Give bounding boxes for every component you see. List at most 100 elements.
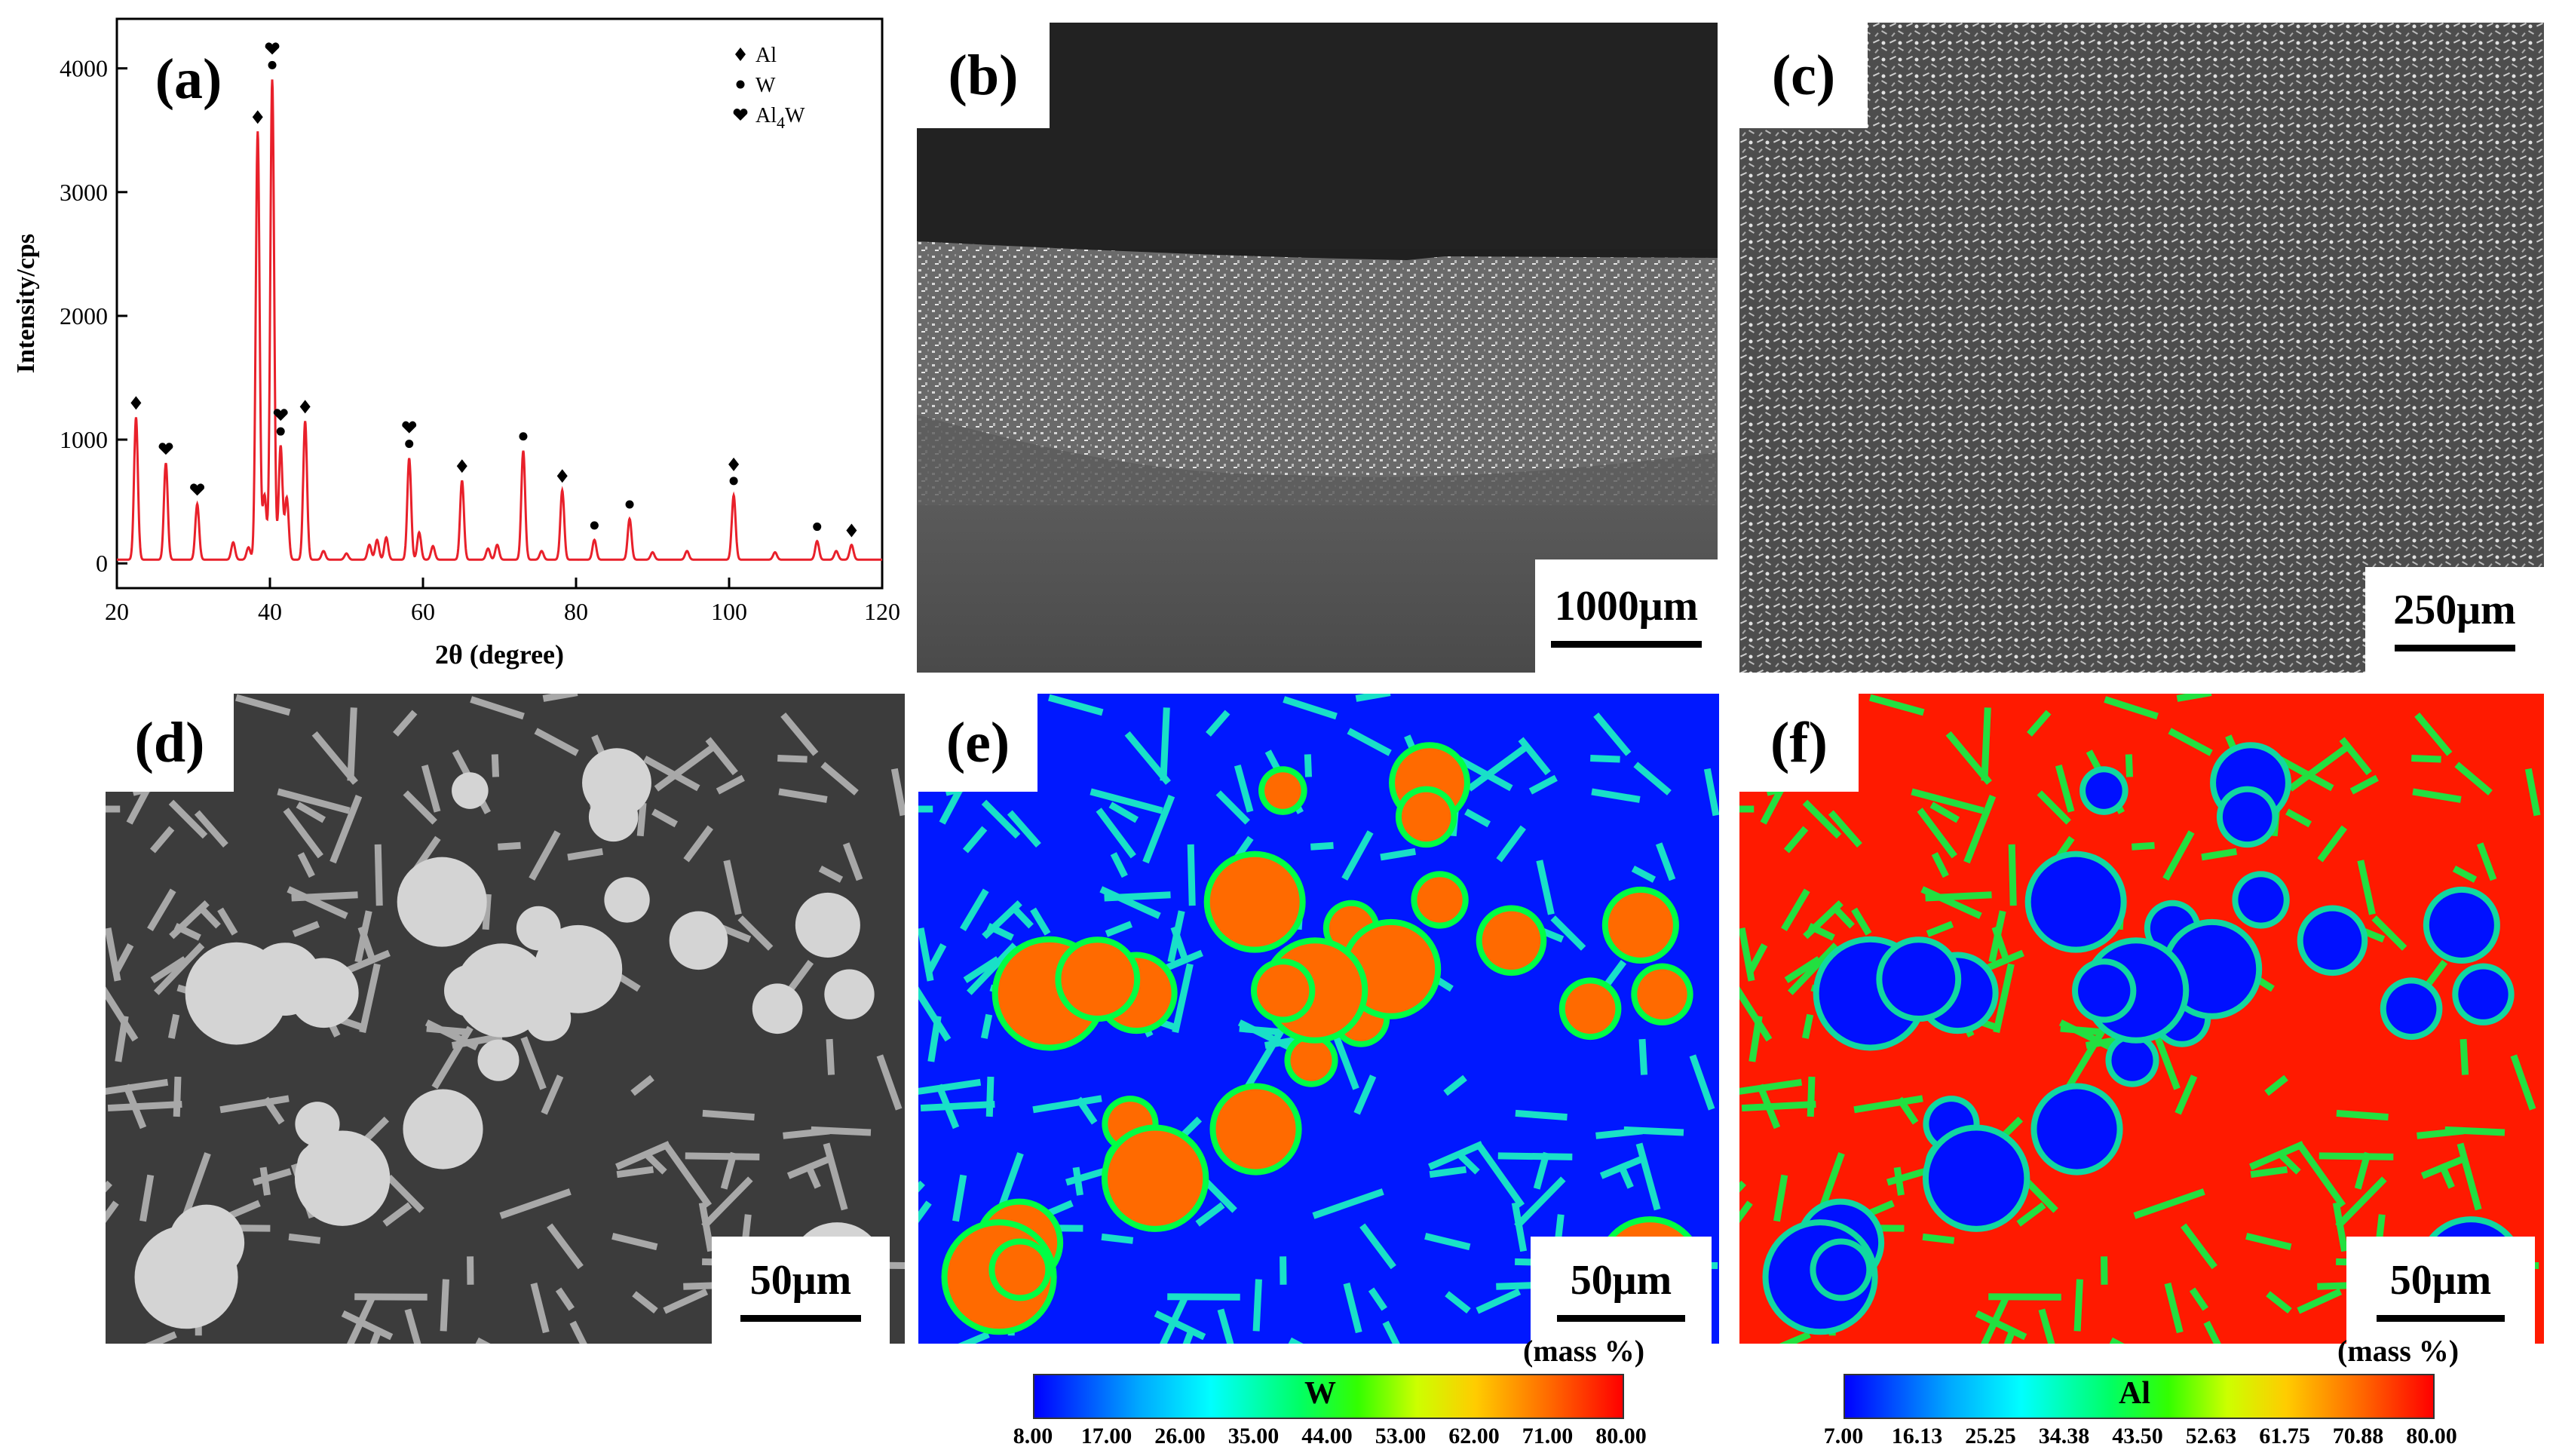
needle-phase [1784,956,1822,983]
needle-phase [311,731,358,785]
needle-phase [1347,728,1392,756]
needle-phase [1167,1293,1240,1301]
needle-phase [960,888,989,931]
needle-phase [1896,1096,1919,1125]
sem-medium-magnification-image: (c) 250μm [1739,23,2544,673]
needle-phase [985,1076,995,1117]
needle-phase [1341,830,1374,881]
needle-phase [1110,852,1128,878]
diamond-marker-icon [299,400,311,414]
w-map-graphic [918,694,1719,1344]
needle-phase [1631,865,1657,883]
needle-phase [2248,1141,2305,1170]
needle-phase [1831,905,1855,929]
scale-bar-label: 50μm [749,1256,852,1304]
y-tick-label: 3000 [60,179,108,206]
needle-phase [1154,1310,1206,1341]
x-tick-label: 40 [258,598,282,625]
needle-phase [614,1141,671,1170]
needle-phase [131,1331,177,1344]
x-tick-label: 120 [864,598,900,625]
heart-marker-icon [733,109,748,121]
needle-phase [139,1174,155,1222]
diamond-marker-icon [456,459,467,474]
panel-label-a: (a) [155,47,222,111]
colorbar-tick: 80.00 [2406,1424,2457,1448]
needle-phase [842,842,863,881]
needle-phase [1195,1202,1225,1227]
w-particle [2030,857,2121,947]
needle-phase [106,805,121,813]
needle-phase [1963,795,1997,864]
needle-phase [2181,1223,2217,1270]
needle-phase [149,826,175,854]
dot-marker-icon [625,500,634,509]
needle-phase [2027,710,2052,737]
colorbar-tick: 80.00 [1595,1424,1647,1448]
needle-phase [876,1054,903,1111]
diamond-marker-icon [728,457,740,471]
scale-bar-label: 250μm [2393,586,2516,633]
needle-phase [1252,1279,1262,1332]
needle-phase [1550,915,1586,951]
needle-phase [1476,1144,1525,1208]
needle-phase [616,1166,654,1179]
needle-phase [1206,710,1231,737]
w-particle [294,1130,391,1226]
needle-phase [106,1200,119,1242]
needle-phase [1072,1166,1083,1196]
diamond-marker-icon [130,396,142,410]
needle-phase [1443,1074,1467,1096]
needle-phase [1105,921,1133,937]
needle-phase [1638,1038,1648,1075]
needle-phase [1623,1126,1684,1136]
needle-phase [150,956,188,983]
needle-phase [720,1151,737,1190]
w-particle [1107,1130,1203,1226]
colorbar-tick: 71.00 [1522,1424,1574,1448]
needle-phase [1988,910,2006,963]
needle-phase [235,694,291,716]
needle-phase [611,1233,658,1251]
needle-phase [499,1188,572,1219]
sem-cross-section-graphic [917,23,1718,673]
dot-marker-icon [729,477,738,486]
needle-phase [2037,790,2071,825]
needle-phase [1922,1233,1955,1244]
needle-phase [2245,1233,2292,1251]
colorbar-al [1843,1374,2435,1419]
colorbar-w-title: W [1304,1376,1336,1411]
colorbar-tick: 61.75 [2259,1424,2310,1448]
needle-phase [1427,1141,1484,1170]
x-tick-label: 100 [711,598,747,625]
dot-marker-icon [519,432,528,441]
legend-label: Al4W [755,104,805,132]
colorbar-tick: 53.00 [1375,1424,1427,1448]
w-particle [2222,792,2273,842]
colorbar-w-ticks: 8.00 17.00 26.00 35.00 44.00 53.00 62.00… [1013,1424,1647,1454]
diamond-marker-icon [846,523,857,538]
needle-phase [1382,1320,1405,1344]
colorbar-tick: 62.00 [1448,1424,1500,1448]
needle-phase [967,943,1018,995]
needle-phase [982,900,1022,940]
needle-phase [2020,1174,2058,1213]
needle-phase [1515,1109,1568,1121]
needle-phase [2288,742,2352,792]
dot-marker-icon [590,521,599,530]
needle-phase [1765,1331,1811,1344]
needle-phase [2297,1288,2343,1314]
needle-phase [1802,799,1842,839]
w-particle [1482,911,1541,970]
needle-phase [277,788,351,814]
needle-phase [2201,848,2237,861]
needle-phase [555,1287,575,1311]
needle-phase [2456,1142,2482,1211]
needle-phase [823,1142,848,1211]
needle-phase [1689,1054,1715,1111]
needle-phase [1945,731,1992,785]
w-particle [2086,772,2122,809]
needle-phase [1283,696,1338,720]
needle-phase [2168,728,2213,756]
w-particle [1417,877,1463,923]
